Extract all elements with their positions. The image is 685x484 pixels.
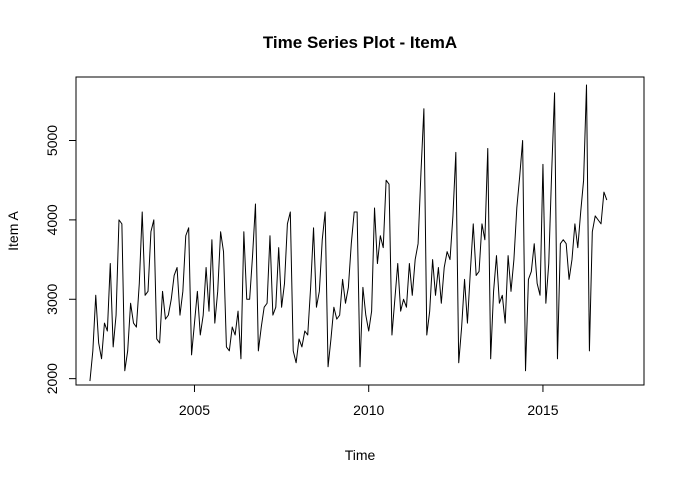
x-axis-label: Time: [345, 447, 376, 463]
x-tick-label: 2010: [353, 402, 384, 418]
y-tick-label: 2000: [44, 363, 60, 394]
series-line-0: [89, 84, 608, 382]
plot-frame: [75, 76, 645, 386]
series-layer: [89, 84, 608, 382]
y-tick-label: 4000: [44, 204, 60, 235]
x-tick-label: 2015: [527, 402, 558, 418]
y-axis-label: Item A: [5, 210, 21, 250]
y-axis: 2000 3000 4000 5000: [44, 125, 77, 394]
x-axis: 2005 2010 2015: [179, 384, 559, 418]
y-tick-label: 3000: [44, 283, 60, 314]
x-tick-label: 2005: [179, 402, 210, 418]
chart-title: Time Series Plot - ItemA: [263, 33, 457, 52]
y-tick-label: 5000: [44, 125, 60, 156]
